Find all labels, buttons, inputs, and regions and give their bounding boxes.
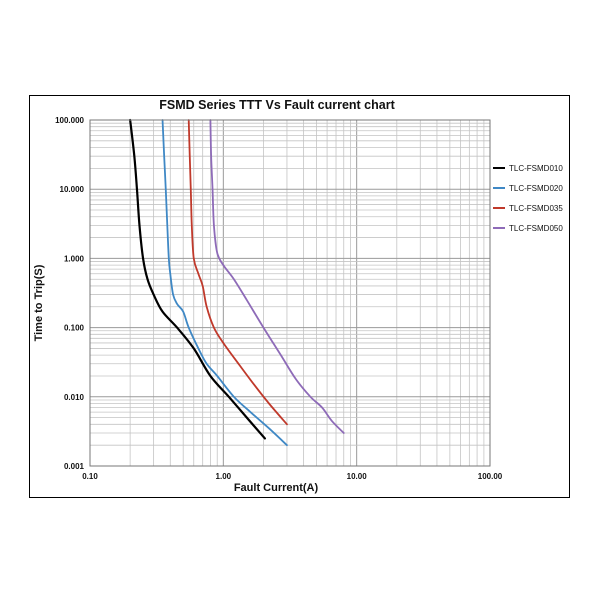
x-tick-label: 100.00 (478, 472, 503, 481)
x-tick-label: 0.10 (82, 472, 98, 481)
y-tick-label: 0.100 (64, 324, 85, 333)
y-tick-label: 0.010 (64, 393, 85, 402)
chart-frame: FSMD Series TTT Vs Fault current chart 0… (29, 95, 570, 498)
y-tick-label: 10.000 (60, 185, 85, 194)
plot-border (89, 119, 491, 467)
legend-label: TLC-FSMD020 (509, 184, 563, 193)
legend: TLC-FSMD010 TLC-FSMD020 TLC-FSMD035 TLC-FSM… (493, 164, 563, 233)
series-line-tlc-fsmd035 (187, 119, 288, 426)
y-tick-label: 0.001 (64, 462, 85, 471)
chart-title: FSMD Series TTT Vs Fault current chart (159, 98, 395, 112)
chart-svg: FSMD Series TTT Vs Fault current chart 0… (33, 98, 563, 494)
x-tick-label: 10.00 (347, 472, 368, 481)
y-tick-label: 100.000 (55, 116, 84, 125)
series-lines (129, 118, 345, 447)
series-line-tlc-fsmd020 (161, 119, 288, 447)
legend-label: TLC-FSMD035 (509, 204, 563, 213)
series-line-tlc-fsmd010 (129, 118, 266, 440)
y-tick-label: 1.000 (64, 254, 85, 263)
tick-labels: 0.10 1.00 10.00 100.00 0.001 0.010 0.100 1.000 1… (55, 116, 503, 481)
grid (89, 120, 490, 467)
x-axis-title: Fault Current(A) (234, 482, 319, 494)
legend-label: TLC-FSMD010 (509, 164, 563, 173)
y-axis-title: Time to Trip(S) (33, 264, 45, 341)
x-tick-label: 1.00 (216, 472, 232, 481)
legend-label: TLC-FSMD050 (509, 224, 563, 233)
series-line-tlc-fsmd050 (209, 119, 345, 434)
